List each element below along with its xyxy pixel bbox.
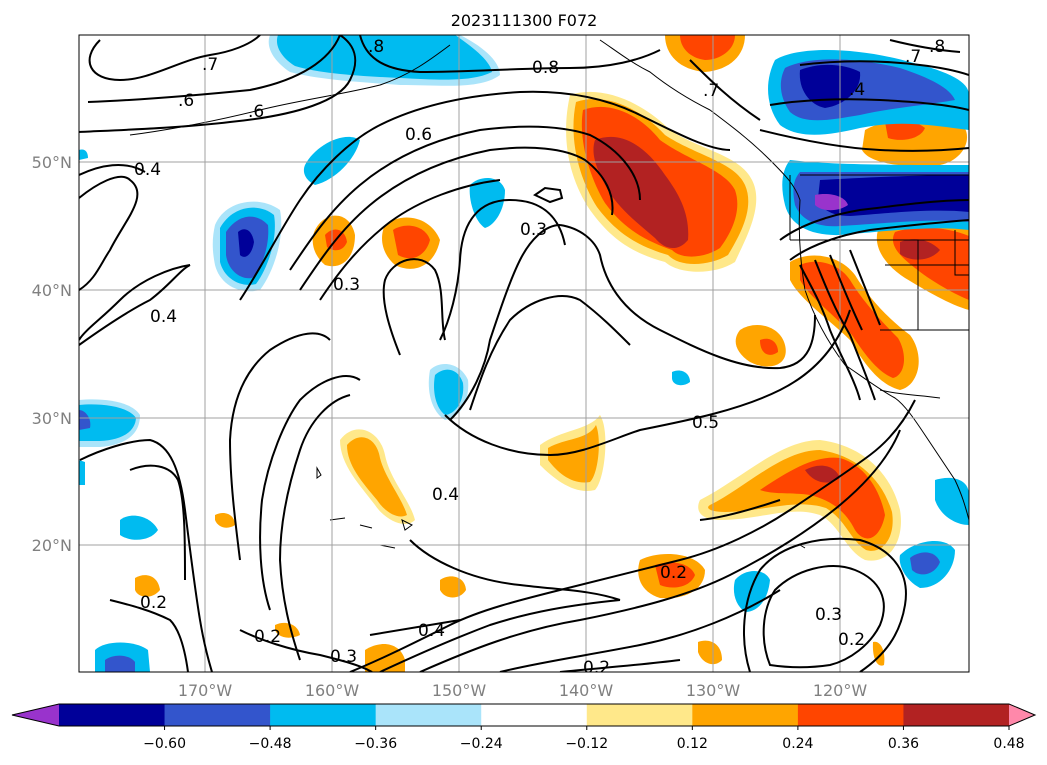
colorbar-cell xyxy=(270,704,377,726)
contour-label: .8 xyxy=(929,37,945,57)
lat-label-30n: 30°N xyxy=(32,409,72,428)
colorbar-extend-high xyxy=(1009,704,1035,726)
lon-label-160w: 160°W xyxy=(305,681,360,700)
lon-label-140w: 140°W xyxy=(559,681,614,700)
colorbar-cell xyxy=(481,704,588,726)
colorbar-tick-label: 0.12 xyxy=(677,736,708,752)
colorbar-cell xyxy=(375,704,482,726)
map-title: 2023111300 F072 xyxy=(451,11,598,30)
contour-label: .7 xyxy=(905,47,921,67)
lat-label-40n: 40°N xyxy=(32,281,72,300)
lon-label-120w: 120°W xyxy=(813,681,868,700)
lon-label-130w: 130°W xyxy=(686,681,741,700)
contour-label: 0.2 xyxy=(838,630,865,650)
colorbar: −0.60 −0.48 −0.36 −0.24 −0.12 0.12 0.24 0.36 0.4… xyxy=(11,703,1037,752)
contour-label: 0.4 xyxy=(134,160,161,180)
contour-label: 0.4 xyxy=(432,485,459,505)
contour-label: .7 xyxy=(202,55,218,75)
lat-label-50n: 50°N xyxy=(32,153,72,172)
colorbar-tick-label: 0.48 xyxy=(993,736,1024,752)
colorbar-cells xyxy=(12,704,1035,726)
colorbar-outline xyxy=(11,703,1037,727)
colorbar-tick-label: 0.36 xyxy=(888,736,919,752)
contour-label: 0.6 xyxy=(405,125,432,145)
colorbar-cell xyxy=(59,704,166,726)
contour-label: .7 xyxy=(703,81,719,101)
contour-label: .8 xyxy=(368,37,384,57)
map-panel: .8 .7 .6 0.8 .7 .6 .8 .7 .4 0.4 0.6 0.3 … xyxy=(78,34,970,678)
colorbar-tick-label: −0.60 xyxy=(143,736,186,752)
contour-label: .6 xyxy=(248,102,264,122)
colorbar-ticks: −0.60 −0.48 −0.36 −0.24 −0.12 0.12 0.24 0.36 0.4… xyxy=(143,726,1025,752)
contour-label: 0.2 xyxy=(660,563,687,583)
contour-label: 0.5 xyxy=(692,413,719,433)
contour-label: 0.2 xyxy=(254,627,281,647)
longitude-axis: 170°W 160°W 150°W 140°W 130°W 120°W xyxy=(178,681,868,700)
colorbar-cell xyxy=(586,704,693,726)
contour-label: 0.2 xyxy=(583,658,610,678)
lon-label-170w: 170°W xyxy=(178,681,233,700)
colorbar-tick-label: 0.24 xyxy=(782,736,813,752)
contour-label: 0.3 xyxy=(520,220,547,240)
lon-label-150w: 150°W xyxy=(432,681,487,700)
contour-lines xyxy=(79,35,969,672)
contour-label: 0.3 xyxy=(330,647,357,667)
colorbar-tick-label: −0.48 xyxy=(249,736,292,752)
colorbar-cell xyxy=(797,704,904,726)
negative-anomaly-shading xyxy=(79,35,969,672)
contour-label: 0.3 xyxy=(333,275,360,295)
colorbar-cell xyxy=(164,704,271,726)
contour-label: 0.4 xyxy=(418,621,445,641)
latitude-axis: 50°N 40°N 30°N 20°N xyxy=(32,153,72,555)
contour-label: .6 xyxy=(178,91,194,111)
colorbar-tick-label: −0.36 xyxy=(354,736,397,752)
colorbar-tick-label: −0.12 xyxy=(565,736,608,752)
colorbar-tick-label: −0.24 xyxy=(460,736,503,752)
contour-label: 0.4 xyxy=(150,307,177,327)
contour-label: 0.3 xyxy=(815,605,842,625)
contour-label: .4 xyxy=(849,80,865,100)
lat-label-20n: 20°N xyxy=(32,536,72,555)
contour-label: 0.2 xyxy=(140,593,167,613)
contour-label-group: .8 .7 .6 0.8 .7 .6 .8 .7 .4 0.4 0.6 0.3 … xyxy=(134,37,945,678)
colorbar-extend-low xyxy=(12,704,59,726)
colorbar-cell xyxy=(903,704,1010,726)
contour-label: 0.8 xyxy=(532,58,559,78)
colorbar-cell xyxy=(692,704,799,726)
